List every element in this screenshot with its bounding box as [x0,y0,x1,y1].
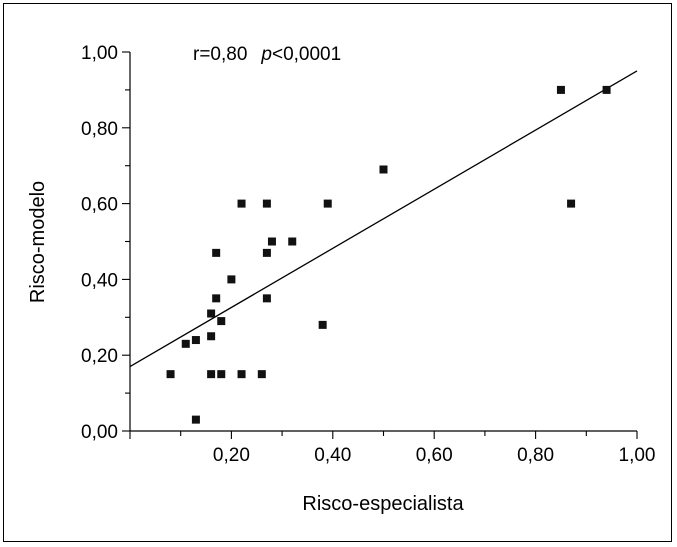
p-value: <0,0001 [272,44,341,65]
data-point [212,294,221,303]
data-point [318,320,327,329]
x-tick-label: 0,60 [416,445,453,466]
data-point [212,248,221,257]
data-point [267,237,276,246]
data-point [323,199,332,208]
y-tick-label: 0,80 [81,119,118,140]
data-point [257,370,266,379]
x-tick-label: 0,20 [213,445,250,466]
x-tick-label: 0,80 [517,445,554,466]
x-tick-label: 0,40 [314,445,351,466]
data-point [237,370,246,379]
data-point [181,339,190,348]
y-axis-label: Risco-modelo [27,181,49,303]
data-point [556,85,565,94]
data-point [191,415,200,424]
data-point [166,370,175,379]
axes [129,52,637,432]
y-tick-label: 0,60 [81,195,118,216]
data-point [217,317,226,326]
data-point [217,370,226,379]
data-point [288,237,297,246]
data-point [262,248,271,257]
data-point [262,294,271,303]
data-point [207,309,216,318]
regression-line [129,70,638,368]
y-tick-label: 0,20 [81,346,118,367]
r-value: r=0,80 [193,44,247,65]
data-point [567,199,576,208]
data-point [602,85,611,94]
x-axis-label: Risco-especialista [302,493,464,515]
correlation-annotation: r=0,80 p<0,0001 [193,44,341,65]
data-point [379,165,388,174]
y-tick-label: 0,00 [81,422,118,443]
data-point [207,370,216,379]
data-point [191,336,200,345]
p-symbol: p [260,44,272,65]
data-points [166,85,611,424]
data-point [227,275,236,284]
data-point [262,199,271,208]
data-point [237,199,246,208]
y-tick-label: 0,40 [81,270,118,291]
y-tick-label: 1,00 [81,43,118,64]
data-point [207,332,216,341]
ticks: 0,00 0,20 0,40 0,60 0,80 1,00 0,20 0,40 0,60 0,80… [81,43,655,466]
x-tick-label: 1,00 [619,445,656,466]
